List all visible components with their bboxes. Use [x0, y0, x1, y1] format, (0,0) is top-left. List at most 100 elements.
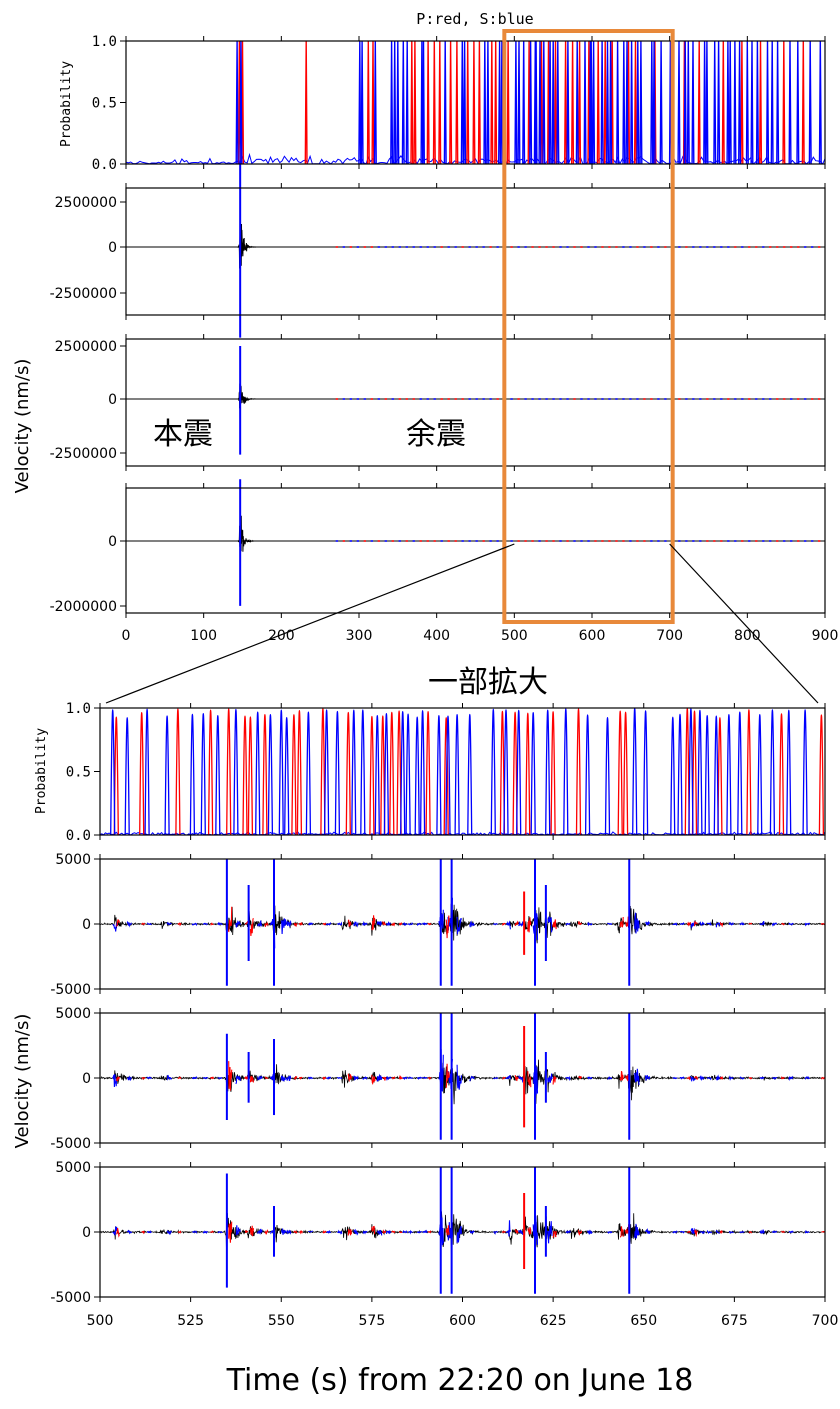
p-phase-segment	[686, 1075, 691, 1081]
s-phase-segment	[126, 1229, 133, 1235]
p-phase-segment	[210, 1076, 215, 1080]
s-phase-segment	[728, 921, 734, 926]
p-probability-peak	[818, 714, 825, 835]
s-probability-peak	[374, 714, 380, 835]
velocity-tick-label: 0	[82, 1225, 91, 1241]
s-probability-peak	[414, 716, 420, 835]
p-phase-segment	[445, 1225, 450, 1236]
s-probability-peak	[405, 41, 409, 164]
s-probability-peak	[517, 41, 521, 164]
p-phase-segment	[619, 1070, 624, 1081]
s-probability-peak	[755, 41, 759, 164]
p-phase-segment	[552, 1076, 557, 1085]
s-phase-segment	[804, 922, 810, 927]
aftershock-label: 余震	[406, 417, 466, 452]
s-phase-segment	[112, 1226, 118, 1236]
p-probability-peak	[139, 712, 145, 835]
p-probability-peak	[296, 710, 303, 835]
s-phase-segment	[217, 921, 223, 926]
s-phase-segment	[202, 1230, 208, 1234]
s-phase-segment	[456, 1225, 462, 1243]
s-phase-segment	[166, 921, 172, 926]
p-probability-peak	[499, 710, 506, 835]
p-phase-segment	[322, 1076, 327, 1081]
velocity-tick-label: 5000	[55, 852, 91, 868]
s-phase-segment	[336, 1076, 343, 1080]
s-phase-segment	[469, 920, 475, 928]
p-probability-peak	[778, 713, 785, 835]
s-probability-peak	[383, 713, 390, 835]
s-probability-peak	[400, 710, 406, 835]
s-probability-peak	[818, 41, 822, 164]
s-phase-segment	[362, 1230, 368, 1235]
zoom-x-tick-label: 525	[177, 1313, 204, 1329]
velocity-tick-label: 0	[82, 917, 91, 933]
s-probability-peak	[769, 709, 776, 835]
p-probability-peak	[575, 708, 582, 835]
velocity-tick-label: -5000	[50, 982, 91, 998]
p-phase-segment	[748, 922, 753, 925]
p-phase-segment	[686, 1230, 691, 1234]
s-probability-peak	[705, 41, 709, 164]
s-probability-peak	[766, 41, 770, 164]
p-phase-segment	[228, 906, 233, 933]
p-probability-peak	[512, 711, 518, 835]
p-phase-segment	[249, 1075, 255, 1083]
s-phase-segment	[235, 1075, 241, 1085]
frame-layer	[94, 29, 826, 1302]
s-probability-peak	[267, 714, 274, 835]
s-phase-segment	[307, 1076, 314, 1080]
p-probability-peak	[494, 41, 498, 164]
s-phase-segment	[402, 922, 408, 927]
s-phase-segment	[739, 1231, 745, 1234]
s-probability-peak	[788, 41, 792, 164]
s-probability-peak	[757, 714, 763, 835]
p-phase-segment	[371, 915, 376, 931]
zoom-x-tick-label: 550	[268, 1313, 295, 1329]
s-phase-segment	[402, 1230, 408, 1234]
p-phase-segment	[141, 922, 146, 926]
s-phase-segment	[191, 922, 198, 927]
s-probability-peak	[486, 41, 490, 164]
s-phase-segment	[699, 1231, 705, 1235]
zoom-prob-noise	[100, 830, 825, 835]
s-phase-segment	[286, 919, 292, 928]
s-phase-segment	[771, 922, 778, 927]
prob-tick-label: 0.5	[92, 95, 117, 111]
s-phase-segment	[772, 1076, 778, 1080]
time-axis-label: Time (s) from 22:20 on June 18	[226, 1363, 694, 1398]
s-probability-peak	[556, 41, 560, 164]
p-phase-segment	[527, 917, 532, 933]
s-probability-peak	[677, 713, 683, 835]
s-probability-peak	[686, 41, 690, 164]
s-probability-peak	[529, 41, 533, 164]
p-phase-segment	[552, 919, 557, 930]
overview-velocity-axis-label: Velocity (nm/s)	[12, 359, 33, 494]
p-phase-segment	[177, 1230, 182, 1234]
s-probability-peak	[164, 715, 170, 835]
p-probability-peak	[472, 41, 476, 164]
p-probability-peak	[571, 41, 575, 164]
s-phase-segment	[607, 1230, 613, 1235]
velocity-tick-label: 2500000	[55, 195, 117, 211]
p-probability-peak	[622, 711, 629, 835]
p-probability-peak	[746, 709, 752, 835]
velocity-tick-label: -2000000	[50, 599, 117, 615]
s-phase-segment	[281, 1228, 287, 1235]
p-probability-peak	[691, 710, 698, 835]
s-probability-peak	[189, 713, 196, 835]
s-probability-peak	[750, 41, 754, 164]
s-probability-peak	[483, 41, 487, 164]
s-probability-peak	[713, 41, 717, 164]
p-phase-segment	[347, 1228, 352, 1236]
s-phase-segment	[202, 1076, 208, 1080]
s-probability-peak	[604, 716, 611, 835]
s-probability-peak	[583, 41, 587, 164]
p-phase-segment	[382, 921, 386, 926]
s-phase-segment	[191, 1075, 198, 1080]
s-probability-peak	[786, 709, 792, 835]
s-phase-segment	[166, 1074, 172, 1081]
velocity-tick-label: -5000	[50, 1290, 91, 1306]
p-phase-segment	[249, 917, 254, 937]
p-phase-segment	[177, 922, 182, 927]
